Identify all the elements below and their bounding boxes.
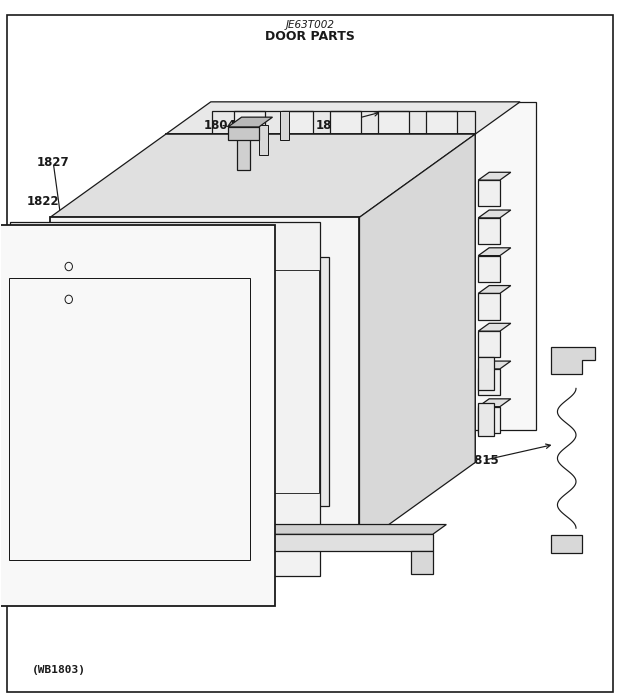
Polygon shape	[478, 361, 511, 369]
Polygon shape	[50, 134, 475, 217]
Polygon shape	[478, 331, 500, 358]
Polygon shape	[378, 111, 409, 134]
Text: JE63T002: JE63T002	[285, 20, 335, 30]
Polygon shape	[478, 218, 500, 244]
Polygon shape	[228, 117, 273, 127]
Polygon shape	[478, 180, 500, 206]
Polygon shape	[211, 102, 536, 430]
Text: 1822: 1822	[27, 195, 59, 209]
Polygon shape	[237, 136, 250, 169]
Polygon shape	[478, 286, 511, 293]
Text: eReplacementParts.com: eReplacementParts.com	[234, 384, 361, 393]
Polygon shape	[234, 111, 265, 134]
Polygon shape	[173, 524, 446, 534]
Polygon shape	[330, 111, 361, 134]
Polygon shape	[478, 407, 500, 433]
Polygon shape	[173, 534, 433, 551]
Polygon shape	[478, 210, 511, 218]
Polygon shape	[551, 535, 582, 552]
Polygon shape	[551, 346, 595, 374]
Polygon shape	[478, 172, 511, 180]
Polygon shape	[81, 257, 329, 506]
Polygon shape	[259, 125, 268, 155]
Polygon shape	[478, 323, 511, 331]
Polygon shape	[10, 222, 319, 576]
Text: 1827: 1827	[37, 156, 69, 169]
Polygon shape	[360, 134, 475, 545]
Polygon shape	[478, 403, 494, 436]
Text: 1804: 1804	[204, 118, 237, 132]
Text: 1815: 1815	[467, 454, 500, 467]
Polygon shape	[426, 111, 456, 134]
Polygon shape	[478, 256, 500, 282]
Polygon shape	[166, 102, 520, 134]
Polygon shape	[411, 551, 433, 574]
Text: (WB1803): (WB1803)	[32, 665, 86, 675]
Polygon shape	[280, 111, 289, 140]
Polygon shape	[478, 399, 511, 407]
Polygon shape	[478, 293, 500, 320]
Text: 1807: 1807	[316, 118, 348, 132]
Polygon shape	[478, 358, 494, 390]
Polygon shape	[173, 551, 195, 574]
Text: DOOR PARTS: DOOR PARTS	[265, 30, 355, 43]
Polygon shape	[0, 225, 275, 606]
Polygon shape	[50, 217, 360, 545]
Polygon shape	[478, 369, 500, 396]
Polygon shape	[228, 127, 259, 140]
Polygon shape	[478, 248, 511, 256]
Polygon shape	[282, 111, 312, 134]
Text: 1810: 1810	[275, 559, 308, 572]
